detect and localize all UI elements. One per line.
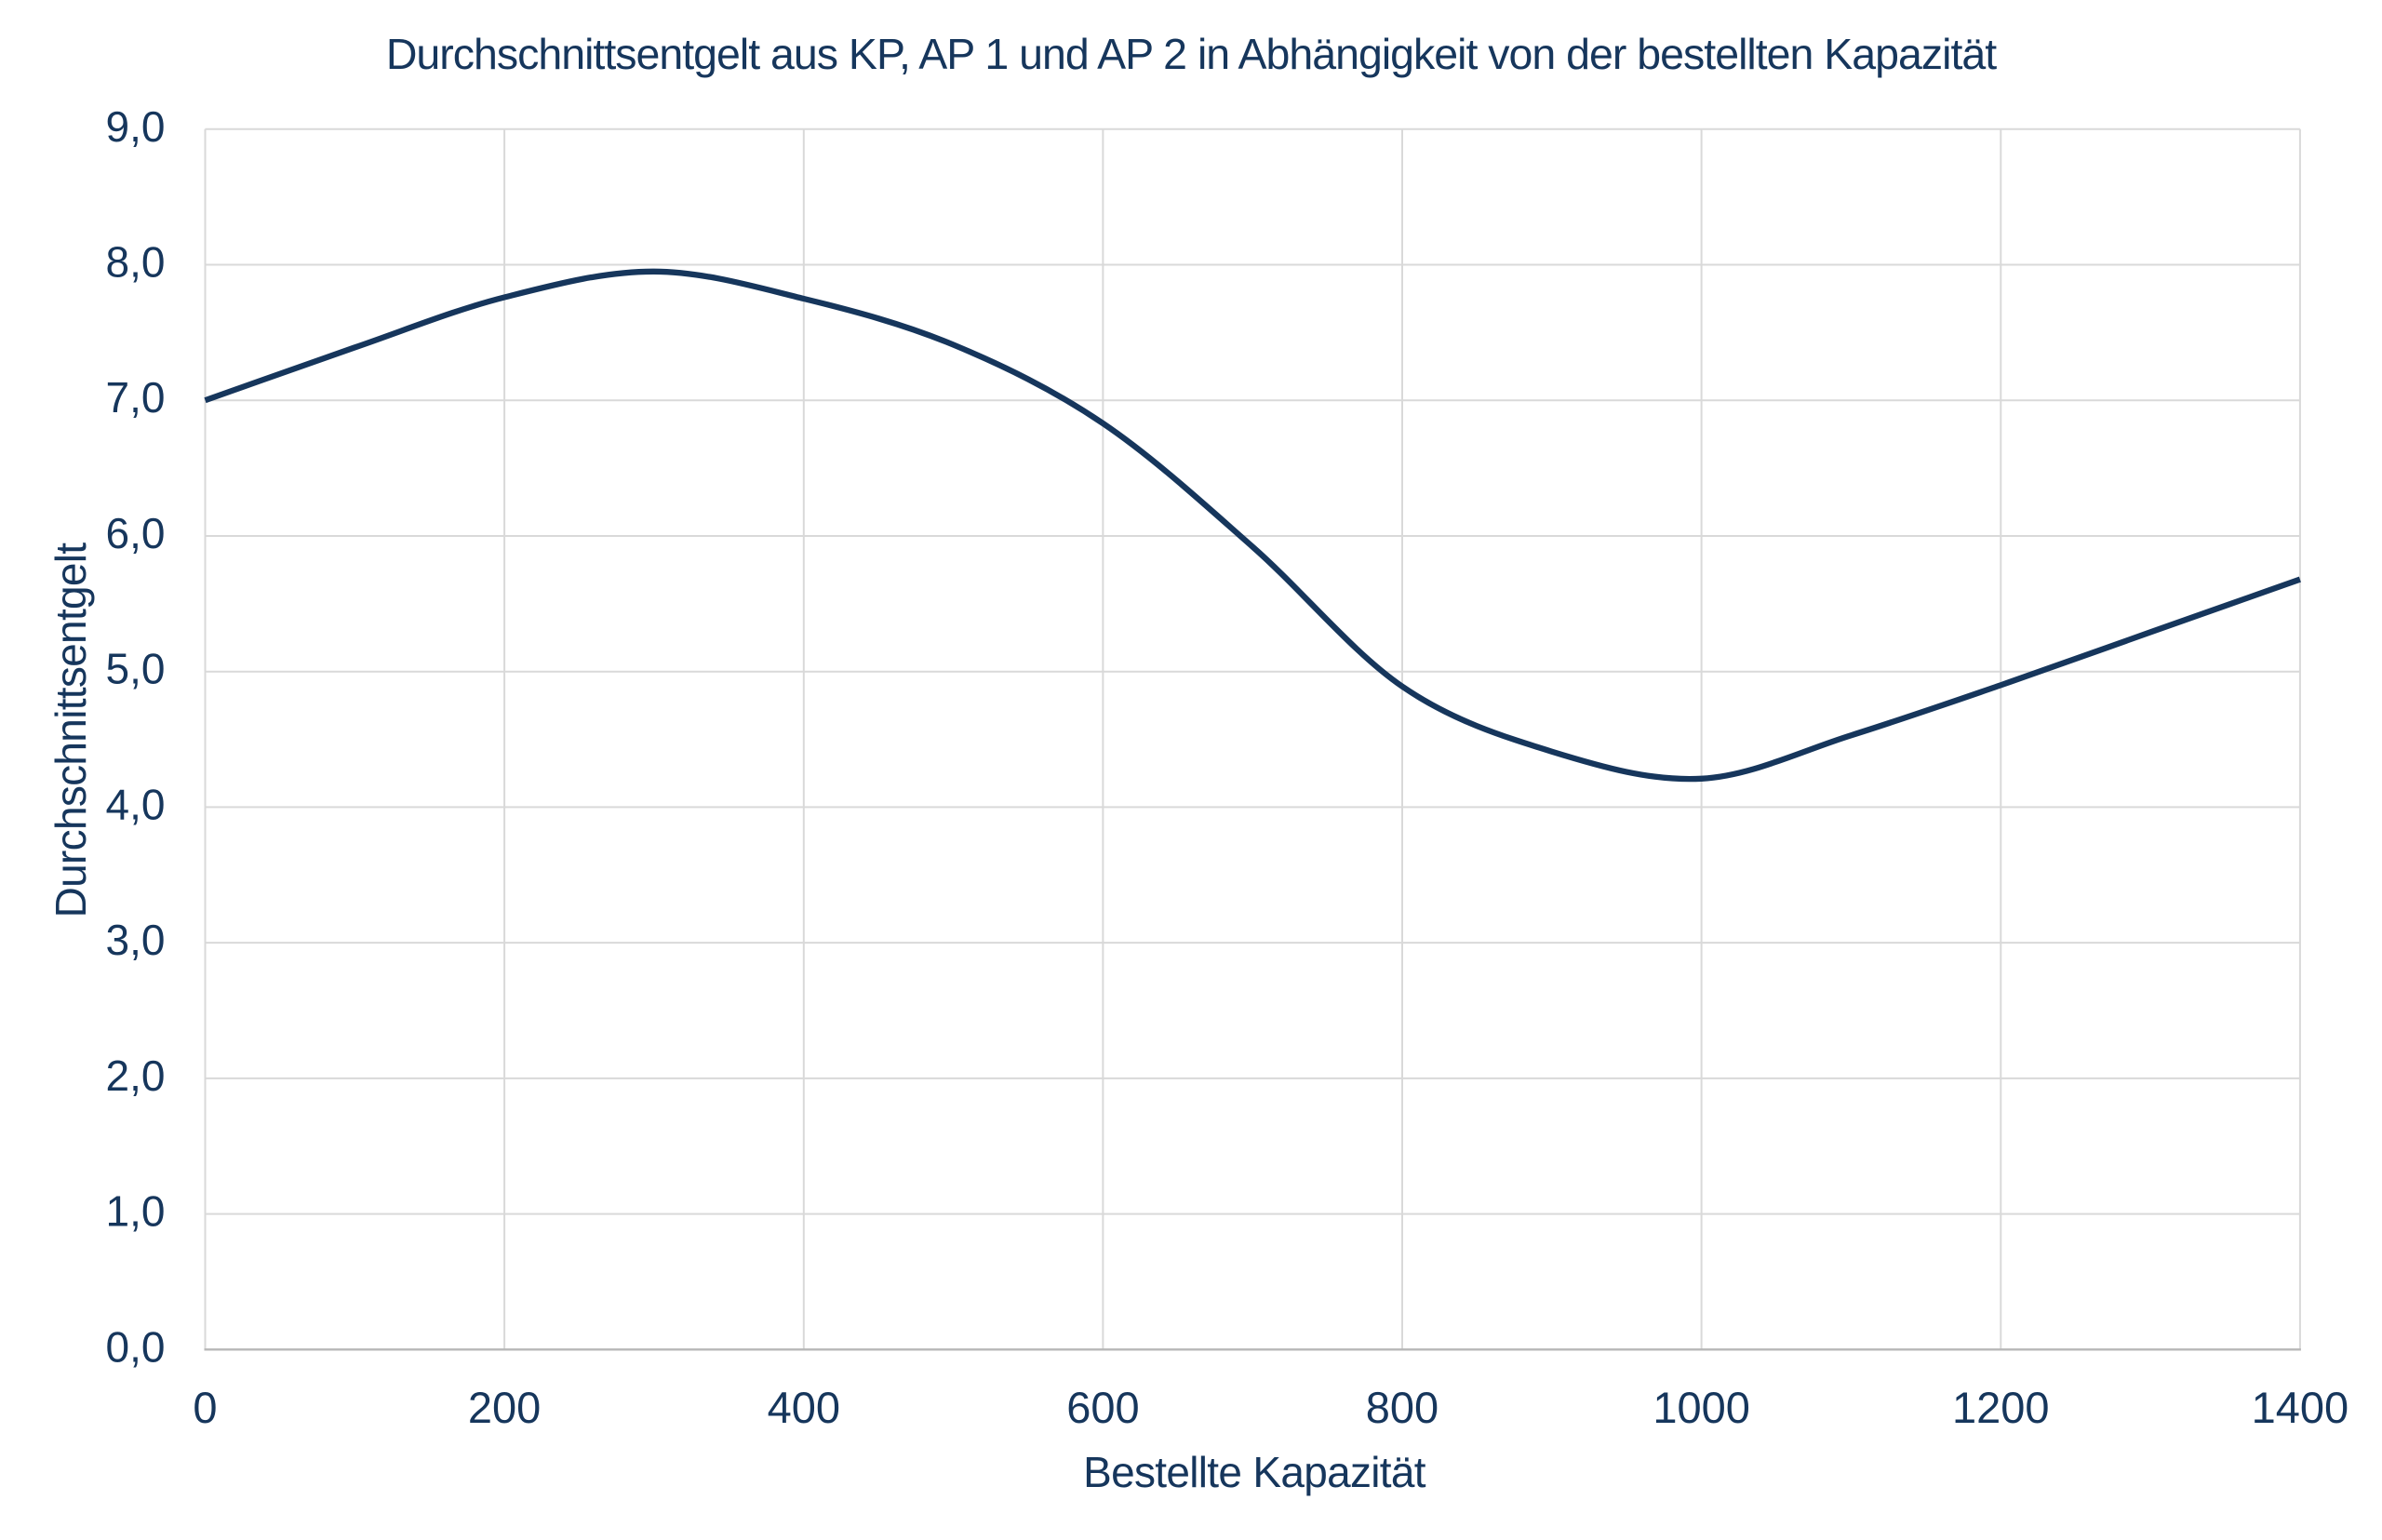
svg-text:6,0: 6,0 <box>106 509 166 557</box>
svg-text:Durchschnittsentgelt: Durchschnittsentgelt <box>47 542 95 918</box>
svg-text:2,0: 2,0 <box>106 1051 166 1100</box>
svg-text:3,0: 3,0 <box>106 916 166 964</box>
svg-text:1000: 1000 <box>1653 1383 1750 1432</box>
svg-text:4,0: 4,0 <box>106 780 166 828</box>
svg-text:200: 200 <box>468 1383 541 1432</box>
svg-text:400: 400 <box>768 1383 840 1432</box>
svg-text:0: 0 <box>193 1383 217 1432</box>
svg-text:Bestellte Kapazität: Bestellte Kapazität <box>1083 1448 1426 1496</box>
svg-text:1200: 1200 <box>1952 1383 2050 1432</box>
svg-text:Durchschnittsentgelt aus KP, A: Durchschnittsentgelt aus KP, AP 1 und AP… <box>386 30 1997 78</box>
svg-text:7,0: 7,0 <box>106 373 166 422</box>
svg-text:9,0: 9,0 <box>106 102 166 151</box>
svg-text:1,0: 1,0 <box>106 1187 166 1236</box>
svg-text:0,0: 0,0 <box>106 1322 166 1371</box>
svg-text:600: 600 <box>1066 1383 1139 1432</box>
svg-text:800: 800 <box>1366 1383 1439 1432</box>
svg-text:5,0: 5,0 <box>106 645 166 693</box>
svg-text:8,0: 8,0 <box>106 238 166 287</box>
svg-text:1400: 1400 <box>2252 1383 2349 1432</box>
